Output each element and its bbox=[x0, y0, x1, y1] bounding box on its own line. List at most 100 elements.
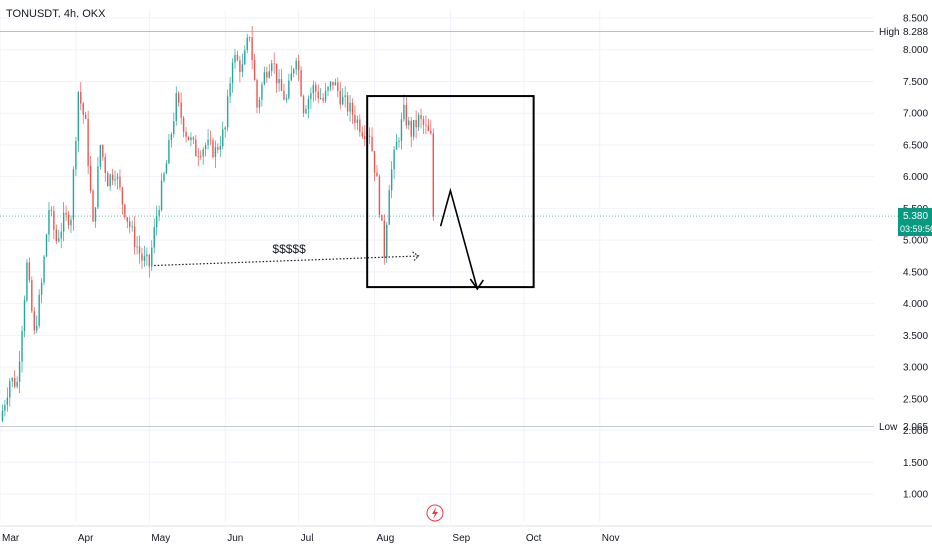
candle-body bbox=[60, 231, 62, 239]
candle-body bbox=[146, 254, 148, 257]
candle-body bbox=[75, 141, 77, 170]
candle-body bbox=[319, 98, 322, 99]
candle-body bbox=[415, 120, 417, 128]
y-tick-label: 7.500 bbox=[903, 77, 928, 88]
candle-body bbox=[283, 90, 285, 100]
candle-body bbox=[405, 104, 408, 126]
candle-body bbox=[305, 108, 307, 114]
last-price-badge bbox=[898, 208, 932, 237]
candle-body bbox=[317, 91, 319, 99]
candle-body bbox=[234, 54, 236, 63]
candle-body bbox=[153, 227, 155, 248]
candle-body bbox=[97, 166, 99, 208]
annotation-box[interactable] bbox=[366, 95, 535, 289]
candle-body bbox=[11, 378, 13, 382]
candle-body bbox=[263, 72, 266, 85]
candle-body bbox=[214, 147, 217, 158]
candle-body bbox=[9, 381, 11, 398]
candle-body bbox=[158, 210, 160, 216]
candle-body bbox=[204, 145, 207, 150]
candle-body bbox=[160, 180, 163, 211]
candle-body bbox=[307, 98, 310, 109]
candle-body bbox=[258, 99, 261, 108]
candle-body bbox=[275, 63, 278, 84]
high-value: 8.288 bbox=[903, 27, 928, 38]
down-arrow-head bbox=[469, 278, 485, 291]
candle-body bbox=[241, 64, 244, 72]
candle-body bbox=[224, 127, 226, 130]
candle-body bbox=[31, 280, 33, 312]
candle-body bbox=[351, 102, 354, 115]
candle-body bbox=[55, 229, 58, 242]
candle-body bbox=[288, 80, 290, 99]
candle-body bbox=[342, 96, 344, 105]
candle-body bbox=[170, 134, 173, 140]
candle-body bbox=[273, 63, 275, 65]
candle-body bbox=[349, 102, 351, 112]
dotted-arrow-line[interactable] bbox=[154, 255, 419, 267]
candle-body bbox=[168, 139, 170, 164]
candle-body bbox=[327, 86, 329, 91]
candle-body bbox=[89, 165, 92, 191]
candle-body bbox=[312, 84, 315, 94]
y-tick-label: 8.500 bbox=[903, 14, 928, 25]
lightning-icon-bolt bbox=[432, 507, 438, 519]
candle-body bbox=[253, 60, 256, 81]
candle-body bbox=[141, 253, 143, 261]
candle-body bbox=[43, 256, 45, 283]
x-tick-label: Mar bbox=[2, 533, 20, 544]
candle-body bbox=[45, 234, 48, 257]
candle-body bbox=[339, 91, 341, 105]
x-tick-label: Nov bbox=[602, 533, 620, 544]
candle-body bbox=[163, 173, 165, 181]
candle-body bbox=[236, 54, 239, 61]
candle-body bbox=[219, 146, 222, 150]
candle-body bbox=[285, 98, 288, 100]
candle-body bbox=[92, 190, 94, 222]
candle-body bbox=[53, 210, 55, 230]
lightning-icon[interactable] bbox=[426, 504, 444, 522]
candle-body bbox=[359, 119, 361, 133]
candle-body bbox=[40, 282, 43, 295]
x-tick-label: Apr bbox=[78, 533, 94, 544]
candle-body bbox=[99, 145, 102, 167]
candle-body bbox=[109, 174, 111, 187]
candle-body bbox=[94, 207, 97, 222]
candle-body bbox=[408, 120, 410, 126]
candle-body bbox=[70, 219, 72, 226]
candle-body bbox=[244, 50, 246, 65]
candle-body bbox=[403, 104, 405, 120]
candle-body bbox=[400, 119, 403, 141]
candle-body bbox=[143, 256, 146, 261]
candle-body bbox=[155, 215, 158, 228]
candle-body bbox=[356, 119, 359, 124]
y-tick-label: 4.000 bbox=[903, 299, 928, 310]
x-tick-label: Jun bbox=[227, 533, 243, 544]
annotation-label: $$$$$ bbox=[272, 242, 306, 256]
candle-body bbox=[388, 190, 390, 225]
candle-body bbox=[84, 114, 87, 119]
candle-body bbox=[354, 114, 356, 124]
candle-body bbox=[278, 79, 280, 84]
candle-body bbox=[121, 187, 124, 205]
candle-body bbox=[202, 149, 204, 157]
candle-body bbox=[239, 60, 241, 72]
candle-body bbox=[4, 404, 6, 411]
candle-body bbox=[390, 169, 393, 191]
y-tick-label: 7.000 bbox=[903, 109, 928, 120]
candle-body bbox=[315, 84, 317, 92]
candle-body bbox=[133, 226, 136, 247]
x-tick-label: Oct bbox=[526, 533, 542, 544]
candle-body bbox=[165, 163, 168, 174]
y-tick-label: 5.000 bbox=[903, 236, 928, 247]
candle-body bbox=[280, 79, 283, 91]
candle-body bbox=[297, 60, 300, 71]
down-arrow-path[interactable] bbox=[439, 187, 479, 290]
candle-body bbox=[111, 174, 114, 181]
candle-body bbox=[65, 212, 67, 215]
candle-body bbox=[217, 147, 219, 150]
y-tick-label: 8.000 bbox=[903, 45, 928, 56]
candle-body bbox=[229, 83, 231, 97]
